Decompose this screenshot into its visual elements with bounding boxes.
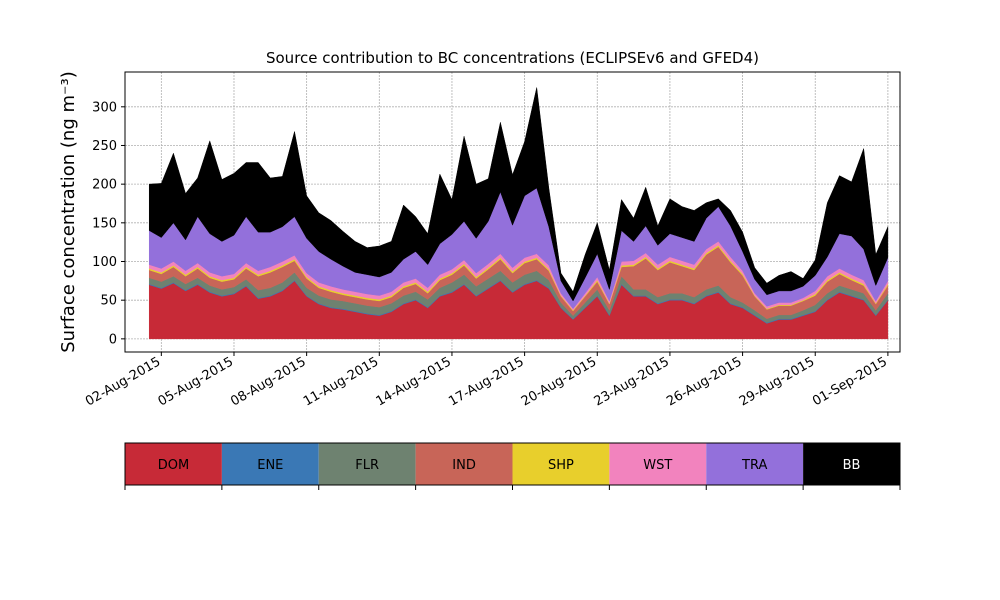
legend-label-flr: FLR xyxy=(355,458,379,473)
y-axis-label: Surface concentration (ng m⁻³) xyxy=(58,71,79,353)
y-tick-label: 0 xyxy=(109,332,117,347)
legend-swatch-tra xyxy=(706,443,804,485)
legend-label-bb: BB xyxy=(843,458,861,473)
y-tick-label: 300 xyxy=(92,100,117,115)
legend-label-ene: ENE xyxy=(257,458,283,473)
legend-label-shp: SHP xyxy=(548,458,574,473)
legend-label-tra: TRA xyxy=(741,458,767,473)
plot-frame xyxy=(124,71,901,353)
legend-label-ind: IND xyxy=(452,458,476,473)
legend-swatch-shp xyxy=(512,443,610,485)
area-bb xyxy=(148,87,889,302)
legend-swatch-wst xyxy=(609,443,707,485)
y-tick-label: 100 xyxy=(92,255,117,270)
legend-swatch-dom xyxy=(125,443,222,485)
y-tick-label: 250 xyxy=(92,139,117,154)
y-tick-label: 50 xyxy=(100,294,117,309)
area-layer xyxy=(148,87,889,340)
legend-swatch-flr xyxy=(318,443,416,485)
legend-swatch-ind xyxy=(415,443,513,485)
legend-label-wst: WST xyxy=(643,458,672,473)
chart-title: Source contribution to BC concentrations… xyxy=(266,49,759,67)
legend-swatch-bb xyxy=(803,443,900,485)
y-tick-label: 200 xyxy=(92,178,117,193)
legend-label-dom: DOM xyxy=(158,458,189,473)
legend-swatch-ene xyxy=(221,443,319,485)
y-tick-label: 150 xyxy=(92,216,117,231)
legend-colorbar: DOM ENE FLR IND SHP WST TRA BB xyxy=(124,442,901,490)
